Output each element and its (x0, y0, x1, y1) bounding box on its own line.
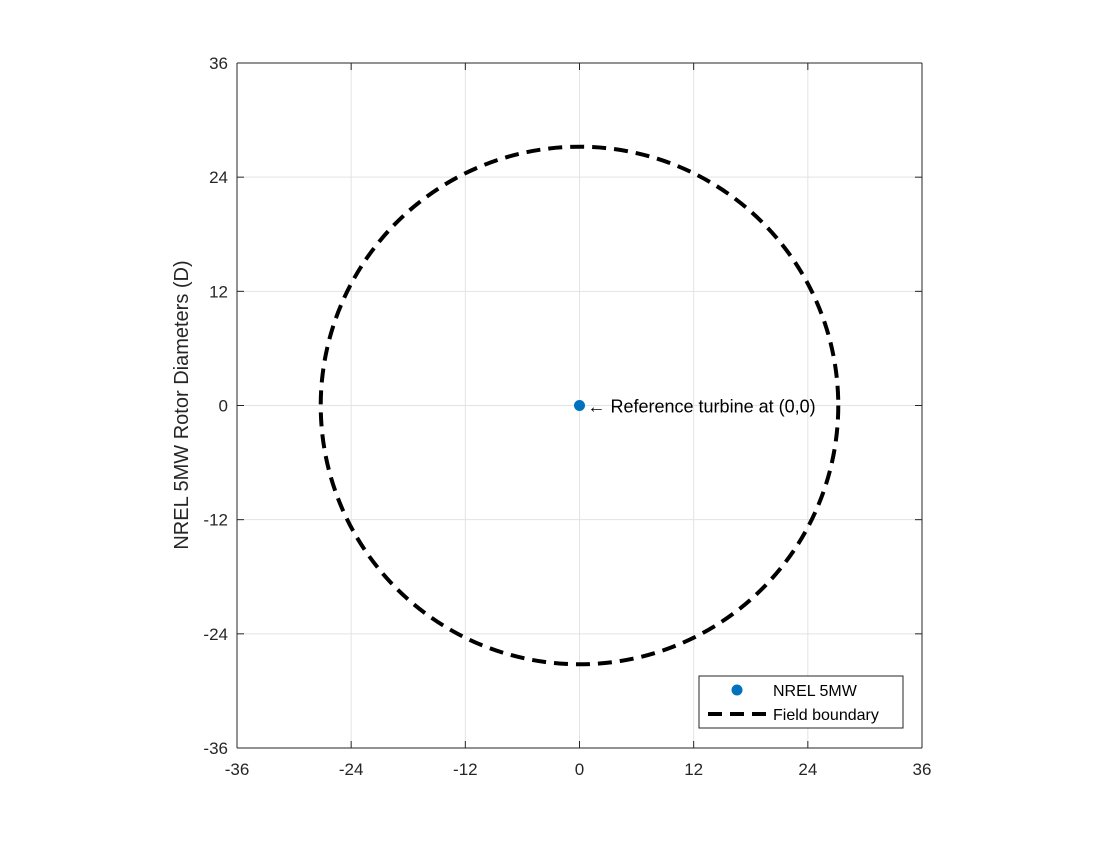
field-boundary-series (318, 144, 841, 667)
x-tick-label: -24 (339, 760, 364, 779)
legend-marker-nrel-5mw (731, 684, 743, 696)
y-tick-label: 12 (209, 282, 228, 301)
x-tick-label: 0 (575, 760, 584, 779)
y-axis-title: NREL 5MW Rotor Diameters (D) (171, 260, 193, 549)
x-tick-label: 12 (684, 760, 703, 779)
y-tick-label: -12 (203, 511, 228, 530)
y-tick-label: 24 (209, 168, 228, 187)
y-tick-label: -36 (203, 739, 228, 758)
legend: NREL 5MW Field boundary (698, 675, 904, 729)
legend-label-field-boundary: Field boundary (773, 707, 879, 724)
y-tick-label: 0 (219, 397, 228, 416)
field-boundary-circle (318, 144, 841, 667)
x-tick-label: -12 (453, 760, 478, 779)
reference-turbine-annotation: ← Reference turbine at (0,0) (588, 397, 816, 417)
y-tick-label: -24 (203, 625, 228, 644)
x-tick-label: -36 (225, 760, 250, 779)
legend-box (698, 675, 904, 729)
y-tick-label: 36 (209, 54, 228, 73)
turbine-series (574, 400, 585, 411)
turbine-marker (574, 400, 585, 411)
legend-label-nrel-5mw: NREL 5MW (773, 683, 858, 700)
x-tick-label: 24 (798, 760, 817, 779)
tick-labels: -36 -24 -12 0 12 24 36 -36 -24 -12 0 12 24 36 (203, 54, 931, 779)
axes (236, 62, 923, 749)
x-tick-label: 36 (913, 760, 932, 779)
